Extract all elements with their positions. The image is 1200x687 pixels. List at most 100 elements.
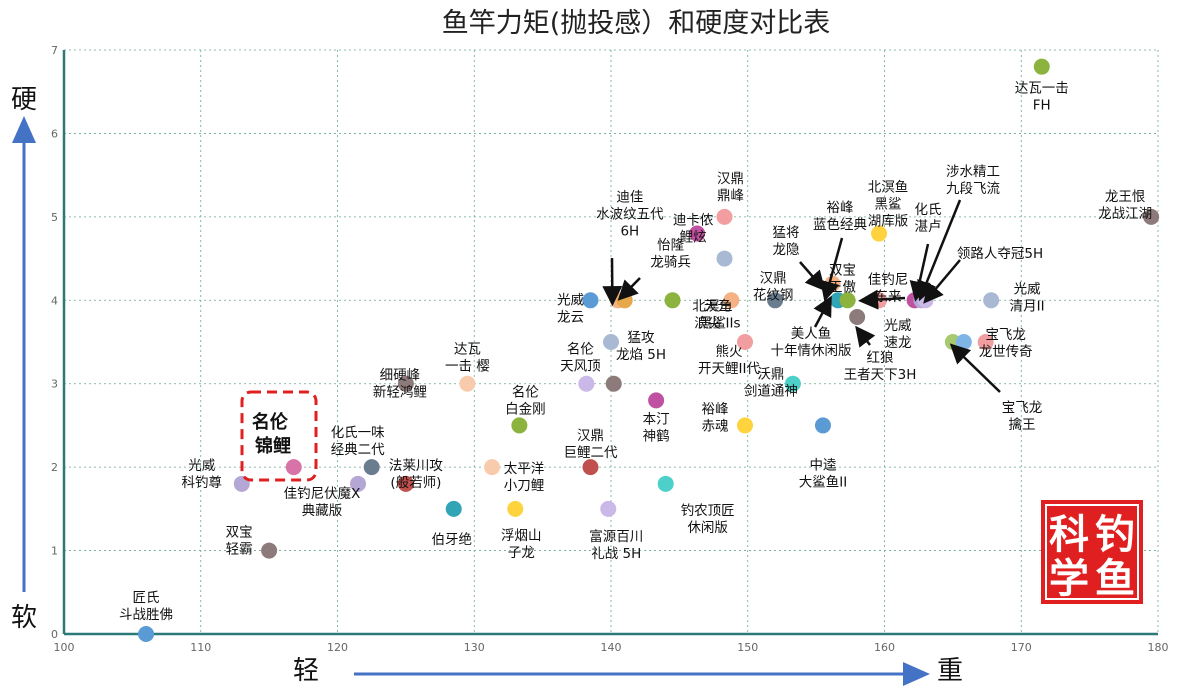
annotation-arrow [813,295,832,328]
data-point [689,225,706,242]
annotation-label: 佳钓尼东来 [868,272,909,305]
point-label: 光威龙云 [557,292,584,325]
highlight-label: 名伦 锦鲤 [252,411,294,457]
data-point [397,375,414,392]
point-label: 迪佳水波纹五代 6H [596,189,664,239]
annotation-arrow [923,259,961,304]
annotation-label: 涉水精工九段飞流 [946,164,1000,197]
point-label: 达瓦一击 樱 [445,342,490,375]
data-point [657,475,674,492]
y-tick-label: 5 [51,211,58,224]
data-point [1143,208,1160,225]
seal-stamp: 科 钓 学 鱼 [1041,500,1143,604]
point-label: 匠氏斗战胜佛 [119,590,173,623]
y-tick-label: 1 [51,545,58,558]
data-point [138,626,155,642]
annotation-label: 猛将龙隐 [773,225,800,258]
x-tick-label: 130 [464,641,485,654]
data-point [484,459,501,476]
x-tick-label: 100 [54,641,75,654]
data-point [600,500,617,517]
data-point [459,375,476,392]
y-axis-label-top: 硬 [11,85,37,115]
point-label: 裕峰赤魂 [702,401,730,434]
point-label: 迪卡侬鲤炫 [673,213,714,246]
data-point [737,417,754,434]
data-point [582,292,599,309]
data-point [603,334,619,350]
x-tick-label: 180 [1148,641,1169,654]
point-label: 法莱川攻(般若师) [389,458,443,491]
data-point [737,334,754,350]
annotation-label: 光威速龙 [885,318,913,351]
point-label: 太平洋小刀鲤 [504,461,545,494]
seal-char-1: 科 [1049,512,1089,558]
annotation-arrow [799,261,826,292]
x-tick-label: 110 [190,641,211,654]
x-tick-label: 150 [737,641,758,654]
data-point [648,392,665,409]
data-point [350,475,367,492]
data-point [849,308,866,325]
y-axis-label-bottom: 软 [11,603,37,633]
point-label: 光威科钓尊 [182,458,223,491]
annotation-arrow [949,343,1001,393]
data-point [955,334,972,350]
point-label: 怡隆龙骑兵 [650,237,691,270]
annotation-label: 领路人夺冠5H [957,246,1043,262]
axes [62,50,1158,636]
y-tick-label: 4 [51,294,58,307]
annotation-label: 红狼王者天下3H [844,350,917,383]
point-label: 细硬峰新轻鸿鲤 [373,368,427,401]
data-point [983,292,1000,309]
data-point [507,500,524,517]
data-point [1033,58,1050,75]
seal-char-4: 鱼 [1095,556,1135,602]
chart-title: 鱼竿力矩(抛投感）和硬度对比表 [442,8,831,39]
annotation-label: 裕峰蓝色经典 [813,200,867,233]
point-label: 宝飞龙龙世传奇 [979,327,1033,360]
data-point [578,375,595,392]
data-point [582,459,599,476]
point-label: 钓农顶匠休闲版 [681,503,735,536]
point-label: 化氏一味经典二代 [331,425,385,458]
x-tick-label: 160 [874,641,895,654]
annotation-arrows [602,199,1001,393]
data-point [977,334,994,350]
data-point [261,542,278,559]
y-tick-label: 3 [51,378,58,391]
point-label: 双宝轻霸 [226,525,253,558]
annotation-label: 美人鱼十年情休闲版 [771,325,852,359]
x-axis-label-left: 轻 [293,656,319,686]
data-point [767,292,784,309]
annotation-arrow [617,277,641,301]
point-label: 汉鼎巨鲤二代 [563,428,617,461]
point-label: 中逵大鲨鱼II [799,457,847,490]
data-point [511,417,528,434]
data-point [616,292,633,309]
data-point [716,250,733,267]
annotation-arrow [858,289,906,310]
point-label: 猛攻龙焰 5H [616,330,666,363]
point-label: 名伦天风顶 [560,342,601,375]
point-label: 北溟鱼黑鲨 [692,297,733,331]
point-label: 汉鼎花纹钢 [753,270,794,303]
annotation-label: 化氏湛卢 [915,202,942,235]
point-label: 佳钓尼伏魔X 典藏版 [284,486,361,519]
point-label: 达瓦一击 FH [1015,81,1069,114]
point-label: 熊火开天鲤II代 [698,344,760,377]
data-point [664,292,681,309]
point-label: 伯牙绝 [431,532,472,548]
point-label: 浮烟山子龙 [501,528,542,561]
data-point [605,375,622,392]
data-point [445,500,462,517]
annotation-arrow [855,325,876,348]
point-label: 汉鼎鼎峰 [717,171,744,204]
x-tick-label: 120 [327,641,348,654]
point-label: 名伦白金刚 [505,384,546,417]
data-point [839,292,856,309]
highlight-box [240,390,318,482]
tick-labels: 100 110 120 130 140 150 160 170 180 0 1 2 3 4 5 6 7 [51,44,1169,654]
